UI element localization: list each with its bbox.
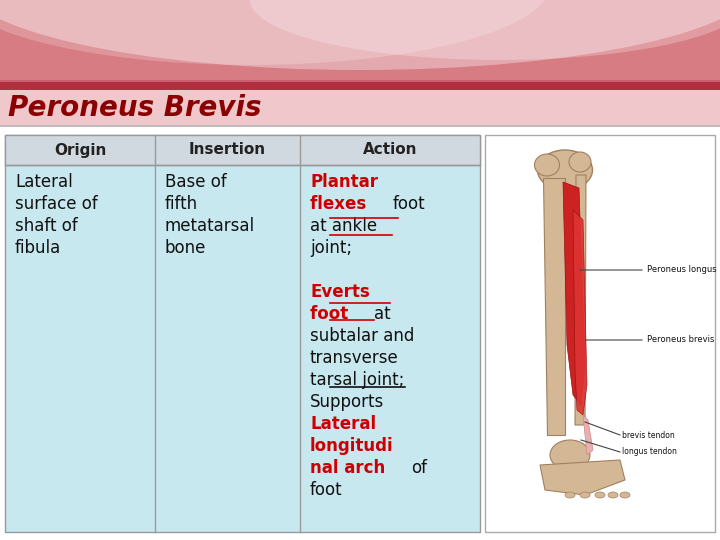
- Bar: [5, 135, 480, 532]
- Bar: [0, 125, 720, 127]
- Text: bone: bone: [165, 239, 207, 257]
- Ellipse shape: [538, 150, 593, 190]
- Text: at: at: [374, 305, 391, 323]
- Bar: [0, 0, 720, 90]
- Text: Supports: Supports: [310, 393, 384, 411]
- Text: Base of: Base of: [165, 173, 227, 191]
- Text: surface of: surface of: [15, 195, 98, 213]
- Polygon shape: [583, 415, 593, 455]
- Bar: [5, 135, 480, 165]
- Text: transverse: transverse: [310, 349, 399, 367]
- Ellipse shape: [534, 154, 559, 176]
- Text: flexes: flexes: [310, 195, 372, 213]
- Text: at ankle: at ankle: [310, 217, 377, 235]
- Bar: [0, 0, 720, 80]
- Ellipse shape: [565, 492, 575, 498]
- Ellipse shape: [0, 0, 550, 65]
- Text: longus tendon: longus tendon: [622, 448, 677, 456]
- Text: nal arch: nal arch: [310, 459, 391, 477]
- Polygon shape: [575, 175, 586, 425]
- Text: Lateral: Lateral: [15, 173, 73, 191]
- Text: Everts: Everts: [310, 283, 370, 301]
- Ellipse shape: [0, 0, 720, 70]
- Ellipse shape: [250, 0, 720, 60]
- Text: shaft of: shaft of: [15, 217, 78, 235]
- Bar: [0, 90, 720, 125]
- Polygon shape: [563, 182, 585, 405]
- Text: Action: Action: [363, 143, 418, 158]
- Ellipse shape: [608, 492, 618, 498]
- Text: fibula: fibula: [15, 239, 61, 257]
- Text: metatarsal: metatarsal: [165, 217, 255, 235]
- Text: Lateral: Lateral: [310, 415, 376, 433]
- Text: longitudi: longitudi: [310, 437, 394, 455]
- Text: subtalar and: subtalar and: [310, 327, 415, 345]
- Ellipse shape: [620, 492, 630, 498]
- Text: brevis tendon: brevis tendon: [622, 430, 675, 440]
- Bar: [0, 82, 720, 90]
- Text: Peroneus Brevis: Peroneus Brevis: [8, 94, 261, 122]
- Bar: [485, 135, 715, 532]
- Text: tarsal joint;: tarsal joint;: [310, 371, 405, 389]
- Polygon shape: [573, 210, 587, 415]
- Text: Peroneus brevis: Peroneus brevis: [647, 335, 714, 345]
- Ellipse shape: [550, 440, 590, 470]
- Text: of: of: [411, 459, 427, 477]
- Polygon shape: [543, 178, 565, 435]
- Text: Plantar: Plantar: [310, 173, 378, 191]
- Ellipse shape: [569, 152, 591, 172]
- Text: foot: foot: [392, 195, 425, 213]
- Text: foot: foot: [310, 481, 343, 499]
- Polygon shape: [540, 460, 625, 495]
- Bar: [0, 127, 720, 540]
- Text: Origin: Origin: [54, 143, 106, 158]
- Text: fifth: fifth: [165, 195, 198, 213]
- Ellipse shape: [595, 492, 605, 498]
- Text: joint;: joint;: [310, 239, 352, 257]
- Text: Peroneus longus: Peroneus longus: [647, 266, 716, 274]
- Ellipse shape: [580, 492, 590, 498]
- Text: Insertion: Insertion: [189, 143, 266, 158]
- Text: foot: foot: [310, 305, 354, 323]
